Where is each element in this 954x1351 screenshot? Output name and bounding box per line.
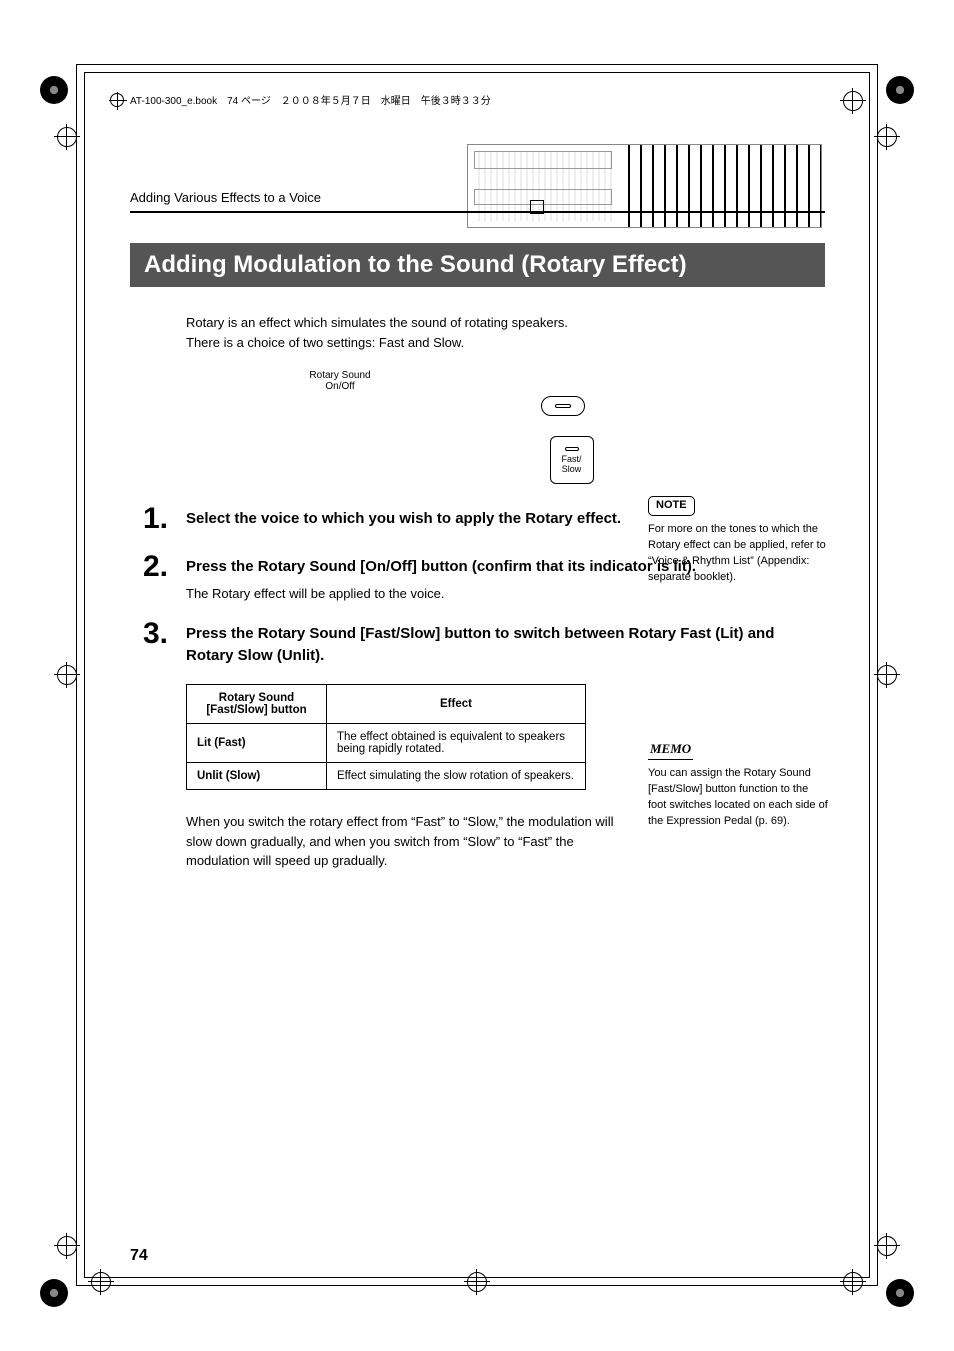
- table-cell: The effect obtained is equivalent to spe…: [327, 724, 586, 763]
- diagram-label: On/Off: [300, 381, 380, 392]
- crop-corner-bl: [40, 1279, 68, 1307]
- page-number: 74: [130, 1247, 148, 1265]
- memo-text: You can assign the Rotary Sound [Fast/Sl…: [648, 766, 828, 830]
- after-table-text: When you switch the rotary effect from “…: [186, 812, 616, 871]
- table-header-row: Rotary Sound [Fast/Slow] button Effect: [187, 685, 586, 724]
- table-header: Effect: [327, 685, 586, 724]
- step-text: The Rotary effect will be applied to the…: [186, 586, 825, 601]
- step-number: 3.: [130, 619, 168, 667]
- memo-block: MEMO You can assign the Rotary Sound [Fa…: [648, 740, 828, 830]
- effect-table: Rotary Sound [Fast/Slow] button Effect L…: [186, 684, 586, 790]
- note-block: NOTE For more on the tones to which the …: [648, 496, 828, 586]
- diagram-label: Rotary Sound: [300, 370, 380, 381]
- rotary-fastslow-diagram: Fast/ Slow: [318, 436, 825, 484]
- step-number: 1.: [130, 504, 168, 534]
- table-row: Lit (Fast) The effect obtained is equiva…: [187, 724, 586, 763]
- doc-header: AT-100-300_e.book 74 ページ ２００８年５月７日 水曜日 午…: [110, 92, 491, 107]
- breadcrumb: Adding Various Effects to a Voice: [130, 190, 825, 205]
- section-title: Adding Modulation to the Sound (Rotary E…: [130, 243, 825, 287]
- table-cell: Effect simulating the slow rotation of s…: [327, 763, 586, 790]
- intro-text: Rotary is an effect which simulates the …: [186, 313, 825, 352]
- crop-corner-br: [886, 1279, 914, 1307]
- crop-corner-tl: [40, 76, 68, 104]
- fastslow-button-icon: Fast/ Slow: [550, 436, 594, 484]
- intro-line: There is a choice of two settings: Fast …: [186, 333, 825, 353]
- onoff-button-icon: [541, 396, 585, 416]
- divider: [130, 211, 825, 213]
- note-badge: NOTE: [648, 496, 695, 516]
- table-header: Rotary Sound [Fast/Slow] button: [187, 685, 327, 724]
- step-title: Press the Rotary Sound [Fast/Slow] butto…: [186, 623, 825, 667]
- rotary-onoff-diagram: Rotary Sound On/Off: [300, 370, 825, 416]
- diagram-fs-label: Slow: [562, 464, 582, 474]
- intro-line: Rotary is an effect which simulates the …: [186, 313, 825, 333]
- diagram-fs-label: Fast/: [561, 454, 581, 464]
- step-number: 2.: [130, 552, 168, 601]
- header-reg-icon: [110, 93, 124, 107]
- step-3: 3. Press the Rotary Sound [Fast/Slow] bu…: [130, 619, 825, 667]
- crop-corner-tr: [886, 76, 914, 104]
- header-file-info: AT-100-300_e.book 74 ページ ２００８年５月７日 水曜日 午…: [130, 92, 491, 107]
- table-row: Unlit (Slow) Effect simulating the slow …: [187, 763, 586, 790]
- table-cell: Lit (Fast): [187, 724, 327, 763]
- table-cell: Unlit (Slow): [187, 763, 327, 790]
- memo-badge: MEMO: [648, 740, 693, 760]
- note-text: For more on the tones to which the Rotar…: [648, 522, 828, 586]
